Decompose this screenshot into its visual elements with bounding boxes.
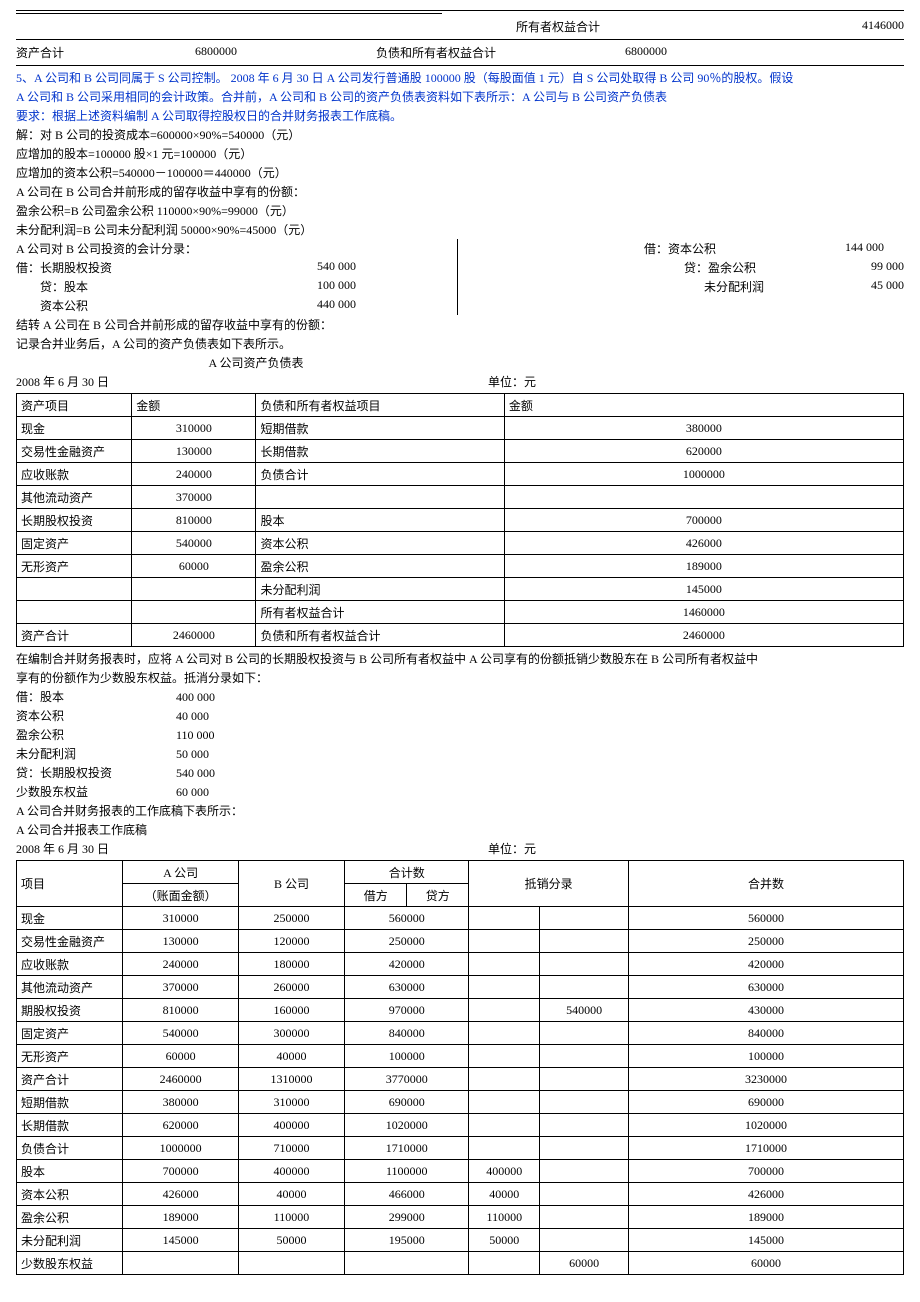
entry-label: 资本公积 <box>16 297 256 314</box>
table-row: 股本7000004000001100000400000700000 <box>17 1160 904 1183</box>
table-row: 交易性金融资产130000长期借款620000 <box>17 440 904 463</box>
table-row: 资产合计2460000131000037700003230000 <box>17 1068 904 1091</box>
table-row: 所有者权益合计1460000 <box>17 601 904 624</box>
table-row: 盈余公积189000110000299000110000189000 <box>17 1206 904 1229</box>
t2-h-dr: 借方 <box>345 884 407 907</box>
question-line1: 5、A 公司和 B 公司同属于 S 公司控制。 2008 年 6 月 30 日 … <box>16 68 904 87</box>
elim-p3: A 公司合并财务报表的工作底稿下表所示： <box>16 801 904 820</box>
liabeq-label: 负债和所有者权益合计 <box>376 44 576 61</box>
table-row: 资产合计2460000负债和所有者权益合计2460000 <box>17 624 904 647</box>
t1-title: A 公司资产负债表 <box>156 353 356 372</box>
elim-entry: 未分配利润50 000 <box>16 744 904 763</box>
t2-unit: 单位：元 <box>488 840 536 857</box>
t1-h1: 金额 <box>132 394 256 417</box>
entry-label: 未分配利润 <box>704 278 804 295</box>
sol-l7: A 公司对 B 公司投资的会计分录： <box>16 239 451 258</box>
entry-amt: 100 000 <box>256 278 356 295</box>
elim-entry: 贷：长期股权投资540 000 <box>16 763 904 782</box>
table-row: 期股权投资810000160000970000540000430000 <box>17 999 904 1022</box>
sol-l9: 记录合并业务后，A 公司的资产负债表如下表所示。 <box>16 334 904 353</box>
t2-h-item: 项目 <box>17 861 123 907</box>
table-row: 现金310000短期借款380000 <box>17 417 904 440</box>
elim-entry: 少数股东权益60 000 <box>16 782 904 801</box>
sol-l4: A 公司在 B 公司合并前形成的留存收益中享有的份额： <box>16 182 904 201</box>
t2-h-elim: 抵销分录 <box>469 861 629 907</box>
table-row: 未分配利润1450005000019500050000145000 <box>17 1229 904 1252</box>
sol-l5: 盈余公积=B 公司盈余公积 110000×90%=99000（元） <box>16 201 904 220</box>
entry-label: 贷：股本 <box>16 278 256 295</box>
table-row: 应收账款240000180000420000420000 <box>17 953 904 976</box>
elim-p1: 在编制合并财务报表时，应将 A 公司对 B 公司的长期股权投资与 B 公司所有者… <box>16 649 904 668</box>
sol-l8: 结转 A 公司在 B 公司合并前形成的留存收益中享有的份额： <box>16 315 904 334</box>
t2-h-sum: 合计数 <box>345 861 469 884</box>
table-row: 长期借款62000040000010200001020000 <box>17 1114 904 1137</box>
entry-amt: 99 000 <box>804 259 904 276</box>
table-row: 短期借款380000310000690000690000 <box>17 1091 904 1114</box>
table-row: 应收账款240000负债合计1000000 <box>17 463 904 486</box>
table-row: 无形资产6000040000100000100000 <box>17 1045 904 1068</box>
elim-entry: 盈余公积110 000 <box>16 725 904 744</box>
t2-h-cr: 贷方 <box>407 884 469 907</box>
entry-amt: 540 000 <box>256 259 356 276</box>
right-pre-amt: 144 000 <box>784 240 884 257</box>
sol-l3: 应增加的资本公积=540000－100000＝440000（元） <box>16 163 904 182</box>
t1-h3: 金额 <box>504 394 903 417</box>
entry-amt: 45 000 <box>804 278 904 295</box>
t2-h-cons: 合并数 <box>628 861 903 907</box>
entry-label: 借：长期股权投资 <box>16 259 256 276</box>
question-line2: A 公司和 B 公司采用相同的会计政策。合并前，A 公司和 B 公司的资产负债表… <box>16 87 904 106</box>
t2-h-a: A 公司 <box>123 861 238 884</box>
table-row: 少数股东权益6000060000 <box>17 1252 904 1275</box>
t1-h0: 资产项目 <box>17 394 132 417</box>
t1-h2: 负债和所有者权益项目 <box>256 394 504 417</box>
t2-date: 2008 年 6 月 30 日 <box>16 840 109 857</box>
top-owners-equity: 所有者权益合计 4146000 <box>16 16 904 37</box>
sol-l6: 未分配利润=B 公司未分配利润 50000×90%=45000（元） <box>16 220 904 239</box>
top-totals: 资产合计 6800000 负债和所有者权益合计 6800000 <box>16 42 904 63</box>
elim-p2: 享有的份额作为少数股东权益。抵消分录如下： <box>16 668 904 687</box>
oe-label: 所有者权益合计 <box>516 18 600 35</box>
table-row: 现金310000250000560000560000 <box>17 907 904 930</box>
sol-l1: 解：对 B 公司的投资成本=600000×90%=540000（元） <box>16 125 904 144</box>
t1-date: 2008 年 6 月 30 日 <box>16 373 109 390</box>
elim-entry: 资本公积40 000 <box>16 706 904 725</box>
table-row: 无形资产60000盈余公积189000 <box>17 555 904 578</box>
table-row: 长期股权投资810000股本700000 <box>17 509 904 532</box>
t1-unit: 单位：元 <box>488 373 536 390</box>
table-row: 负债合计100000071000017100001710000 <box>17 1137 904 1160</box>
table-row: 资本公积4260004000046600040000426000 <box>17 1183 904 1206</box>
entry-label: 贷：盈余公积 <box>684 259 804 276</box>
table-row: 其他流动资产370000260000630000630000 <box>17 976 904 999</box>
table-row: 固定资产540000资本公积426000 <box>17 532 904 555</box>
table-row: 未分配利润145000 <box>17 578 904 601</box>
right-pre-lbl: 借：资本公积 <box>644 240 784 257</box>
elim-entry: 借：股本400 000 <box>16 687 904 706</box>
balance-sheet-table: 资产项目 金额 负债和所有者权益项目 金额 现金310000短期借款380000… <box>16 393 904 647</box>
t2-h-a2: （账面金额） <box>123 884 238 907</box>
sol-l2: 应增加的股本=100000 股×1 元=100000（元） <box>16 144 904 163</box>
assets-label: 资产合计 <box>16 44 136 61</box>
oe-value: 4146000 <box>784 18 904 35</box>
question-line3: 要求：根据上述资料编制 A 公司取得控股权日的合并财务报表工作底稿。 <box>16 106 904 125</box>
journal-entries: A 公司对 B 公司投资的会计分录： 借：长期股权投资540 000 贷：股本1… <box>16 239 904 315</box>
table-row: 交易性金融资产130000120000250000250000 <box>17 930 904 953</box>
table-row: 固定资产540000300000840000840000 <box>17 1022 904 1045</box>
t2-h-b: B 公司 <box>238 861 344 907</box>
entry-amt: 440 000 <box>256 297 356 314</box>
table-row: 其他流动资产370000 <box>17 486 904 509</box>
elim-p4: A 公司合并报表工作底稿 <box>16 820 904 839</box>
liabeq-value: 6800000 <box>576 44 716 61</box>
worksheet-table: 项目 A 公司 B 公司 合计数 抵销分录 合并数 （账面金额） 借方 贷方 现… <box>16 860 904 1275</box>
assets-value: 6800000 <box>136 44 296 61</box>
